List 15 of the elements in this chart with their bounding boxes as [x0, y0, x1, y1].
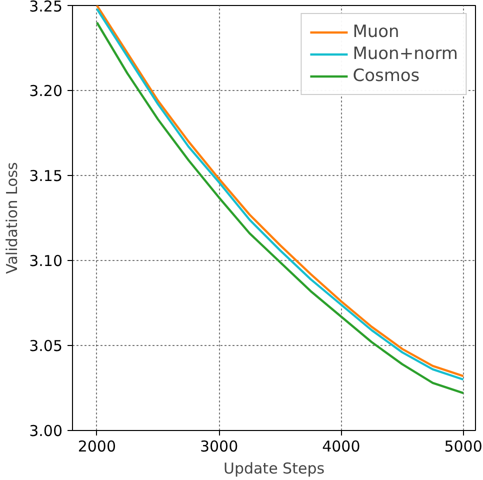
y-tick-label: 3.15 [29, 167, 63, 185]
legend-label: Muon [352, 22, 400, 42]
y-tick-label: 3.00 [29, 422, 63, 440]
y-tick-label: 3.05 [29, 337, 63, 355]
x-tick-label: 4000 [322, 438, 360, 456]
x-tick-label: 2000 [78, 438, 116, 456]
y-tick-label: 3.25 [29, 0, 63, 16]
y-tick-label: 3.20 [29, 82, 63, 100]
x-axis-title: Update Steps [223, 460, 325, 478]
x-tick-label: 3000 [200, 438, 238, 456]
y-tick-label: 3.10 [29, 252, 63, 270]
legend-label: Cosmos [352, 66, 420, 86]
legend-label: Muon+norm [352, 44, 458, 64]
y-axis-title: Validation Loss [3, 162, 22, 274]
x-tick-label: 5000 [444, 438, 482, 456]
